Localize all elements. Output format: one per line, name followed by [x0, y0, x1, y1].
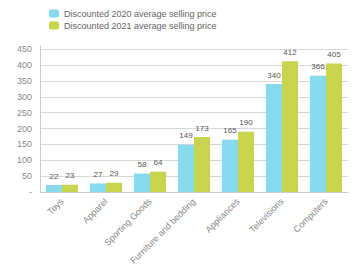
- svg-text:58: 58: [138, 160, 147, 169]
- svg-text:200: 200: [17, 124, 32, 134]
- svg-text:Computers: Computers: [291, 196, 329, 234]
- svg-text:Discounted 2020 average sellin: Discounted 2020 average selling price: [64, 9, 217, 19]
- svg-text:22: 22: [50, 172, 59, 181]
- svg-text:Apparel: Apparel: [81, 196, 110, 225]
- svg-text:400: 400: [17, 60, 32, 70]
- svg-text:250: 250: [17, 108, 32, 118]
- svg-text:190: 190: [239, 118, 253, 127]
- svg-text:-: -: [29, 187, 32, 197]
- svg-text:29: 29: [110, 169, 119, 178]
- svg-text:Discounted 2021 average sellin: Discounted 2021 average selling price: [64, 21, 217, 31]
- svg-text:340: 340: [267, 71, 281, 80]
- svg-text:64: 64: [154, 158, 163, 167]
- svg-text:Toys: Toys: [45, 196, 65, 216]
- svg-text:350: 350: [17, 76, 32, 86]
- svg-text:405: 405: [327, 50, 341, 59]
- svg-text:100: 100: [17, 155, 32, 165]
- svg-text:173: 173: [195, 124, 209, 133]
- svg-text:412: 412: [283, 48, 297, 57]
- svg-text:149: 149: [179, 131, 193, 140]
- svg-text:Appliances: Appliances: [203, 196, 242, 235]
- svg-text:Sporting Goods: Sporting Goods: [102, 196, 154, 248]
- svg-text:Televisions: Televisions: [247, 196, 286, 235]
- svg-text:27: 27: [94, 170, 103, 179]
- svg-text:23: 23: [66, 171, 75, 180]
- svg-text:50: 50: [22, 171, 32, 181]
- svg-text:300: 300: [17, 92, 32, 102]
- svg-text:366: 366: [311, 62, 325, 71]
- svg-text:150: 150: [17, 139, 32, 149]
- svg-text:Furniture and bedding: Furniture and bedding: [128, 196, 197, 265]
- svg-text:165: 165: [223, 126, 237, 135]
- svg-text:450: 450: [17, 44, 32, 54]
